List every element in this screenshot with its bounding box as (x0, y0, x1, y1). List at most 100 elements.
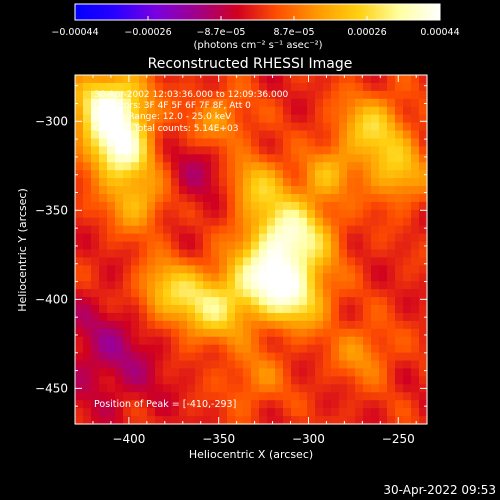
image-pixel (347, 312, 356, 322)
image-pixel (363, 122, 372, 132)
image-pixel (83, 186, 92, 195)
image-pixel (99, 201, 108, 211)
image-pixel (299, 416, 308, 425)
image-pixel (387, 170, 396, 179)
image-pixel (355, 130, 364, 140)
image-pixel (147, 416, 156, 425)
image-pixel (411, 312, 420, 322)
image-pixel (379, 400, 388, 409)
image-pixel (323, 344, 332, 354)
image-pixel (307, 130, 316, 140)
image-pixel (323, 289, 332, 298)
image-pixel (291, 209, 300, 219)
image-pixel (179, 162, 188, 171)
image-pixel (299, 82, 308, 92)
image-pixel (235, 130, 244, 140)
image-pixel (395, 162, 404, 171)
image-pixel (315, 122, 324, 132)
image-pixel (267, 75, 276, 84)
image-pixel (379, 106, 388, 116)
image-pixel (155, 257, 164, 266)
image-pixel (371, 193, 380, 203)
image-pixel (211, 241, 220, 251)
image-pixel (219, 98, 228, 108)
image-pixel (339, 273, 348, 282)
image-pixel (171, 400, 180, 409)
image-pixel (83, 154, 92, 163)
image-pixel (299, 146, 308, 155)
image-pixel (235, 138, 244, 147)
image-pixel (243, 408, 252, 417)
image-pixel (355, 193, 364, 203)
image-pixel (139, 376, 148, 385)
image-pixel (219, 138, 228, 147)
image-pixel (331, 297, 340, 306)
image-pixel (403, 178, 412, 187)
image-pixel (355, 360, 364, 370)
image-pixel (227, 122, 236, 132)
image-pixel (195, 344, 204, 354)
image-pixel (323, 408, 332, 417)
image-pixel (203, 75, 212, 84)
image-pixel (259, 75, 268, 84)
image-pixel (195, 289, 204, 298)
image-pixel (387, 273, 396, 282)
image-pixel (107, 281, 116, 290)
image-pixel (347, 408, 356, 417)
image-pixel (331, 233, 340, 243)
image-pixel (419, 320, 428, 330)
image-pixel (147, 178, 156, 187)
image-pixel (75, 344, 84, 354)
image-pixel (371, 233, 380, 243)
image-pixel (147, 138, 156, 147)
image-pixel (395, 186, 404, 195)
image-pixel (219, 90, 228, 100)
image-pixel (147, 336, 156, 346)
image-pixel (403, 376, 412, 385)
image-pixel (171, 344, 180, 354)
image-pixel (179, 217, 188, 227)
image-pixel (387, 162, 396, 171)
image-pixel (91, 154, 100, 163)
image-pixel (251, 170, 260, 179)
image-pixel (91, 344, 100, 354)
image-pixel (211, 130, 220, 140)
image-pixel (331, 209, 340, 219)
image-pixel (75, 217, 84, 227)
image-pixel (323, 217, 332, 227)
image-pixel (243, 201, 252, 211)
image-pixel (91, 416, 100, 425)
image-pixel (187, 360, 196, 370)
image-pixel (235, 154, 244, 163)
image-pixel (243, 289, 252, 298)
image-pixel (259, 114, 268, 124)
image-pixel (347, 368, 356, 378)
y-tick-label: −400 (35, 292, 68, 306)
image-pixel (259, 312, 268, 322)
image-pixel (403, 75, 412, 84)
image-pixel (179, 233, 188, 243)
image-pixel (115, 146, 124, 155)
image-pixel (339, 162, 348, 171)
image-pixel (219, 178, 228, 187)
image-pixel (363, 336, 372, 346)
image-pixel (243, 170, 252, 179)
image-pixel (155, 368, 164, 378)
image-pixel (235, 408, 244, 417)
image-pixel (163, 178, 172, 187)
image-pixel (283, 368, 292, 378)
image-pixel (387, 241, 396, 251)
image-pixel (395, 281, 404, 290)
image-pixel (99, 320, 108, 330)
image-pixel (83, 360, 92, 370)
image-pixel (123, 186, 132, 195)
image-pixel (411, 408, 420, 417)
image-pixel (371, 201, 380, 211)
image-pixel (179, 154, 188, 163)
image-pixel (75, 265, 84, 274)
image-pixel (315, 312, 324, 322)
image-pixel (147, 249, 156, 259)
image-pixel (251, 122, 260, 132)
image-pixel (315, 75, 324, 84)
image-pixel (83, 209, 92, 219)
